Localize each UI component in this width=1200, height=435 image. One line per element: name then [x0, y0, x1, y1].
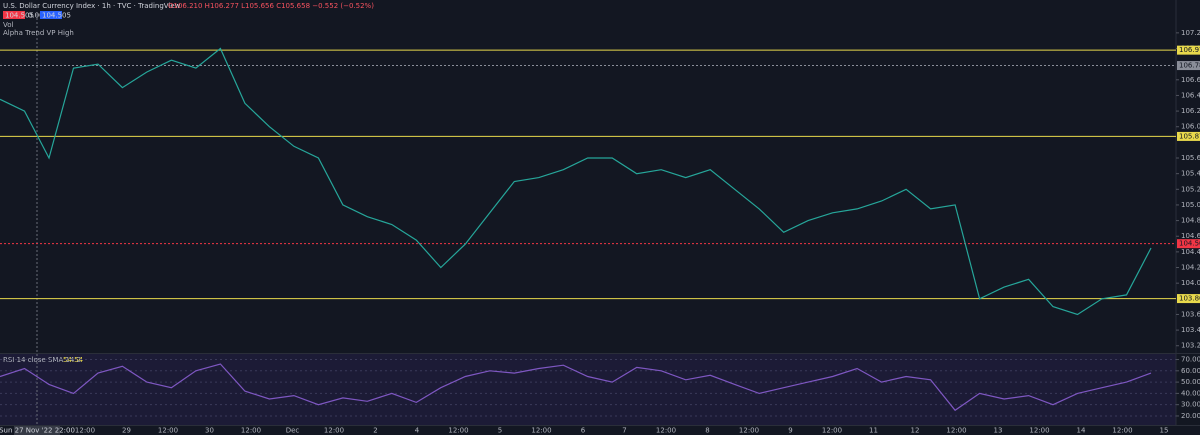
y-tick-label: 107.200	[1181, 29, 1200, 37]
level-badge: 105.876	[1179, 132, 1200, 140]
x-tick-label: 5	[498, 427, 502, 435]
y-tick-label: 60.00	[1181, 367, 1200, 375]
y-tick-label: 104.000	[1181, 279, 1200, 287]
x-tick-label: 8	[705, 427, 709, 435]
level-badge: 106.979	[1179, 46, 1200, 54]
y-tick-label: 104.600	[1181, 232, 1200, 240]
x-tick-label: 13	[994, 427, 1003, 435]
mid-badge: 0.000	[28, 12, 48, 20]
x-tick-label: 12:00	[739, 427, 759, 435]
ohlc: O106.210 H106.277 L105.656 C105.658 −0.5…	[168, 2, 374, 10]
x-tick-label: 12:00	[324, 427, 344, 435]
rsi-pane	[0, 354, 1176, 425]
x-tick-label: 12:00	[448, 427, 468, 435]
y-tick-label: 50.00	[1181, 378, 1200, 386]
x-tick-label: 12:00	[656, 427, 676, 435]
y-tick-label: 104.800	[1181, 217, 1200, 225]
x-tick-label: 12:00	[822, 427, 842, 435]
y-tick-label: 105.400	[1181, 170, 1200, 178]
level-badge-bg	[1177, 61, 1200, 71]
x-tick-label: 12	[911, 427, 920, 435]
sell-badge[interactable]: 104.505	[5, 12, 34, 20]
y-tick-label: 70.00	[1181, 356, 1200, 364]
x-tick-label: 12:00	[241, 427, 261, 435]
indicator-vol[interactable]: Vol	[3, 21, 14, 29]
x-tick-label: 12:00	[1112, 427, 1132, 435]
y-tick-label: 103.200	[1181, 342, 1200, 350]
y-tick-label: 20.00	[1181, 412, 1200, 420]
level-badge: 104.505	[1179, 240, 1200, 248]
x-tick-label: 12:00	[1029, 427, 1049, 435]
indicator-alpha[interactable]: Alpha Trend VP High	[3, 29, 74, 37]
level-badge-bg	[1177, 45, 1200, 55]
x-tick-label: 12:00	[158, 427, 178, 435]
x-tick-label: Dec	[286, 427, 300, 435]
y-tick-label: 40.00	[1181, 389, 1200, 397]
y-tick-label: 103.600	[1181, 310, 1200, 318]
price-line	[0, 363, 1152, 412]
x-tick-label: 11	[869, 427, 878, 435]
x-tick-label: 30	[205, 427, 214, 435]
y-tick-label: 106.000	[1181, 123, 1200, 131]
level-badge: 103.803	[1179, 295, 1200, 303]
x-tick-label: 12:00	[75, 427, 95, 435]
y-tick-label: 106.200	[1181, 107, 1200, 115]
y-tick-label: 104.400	[1181, 248, 1200, 256]
x-tick-label: 14	[1077, 427, 1086, 435]
crosshair-date: Sun 27 Nov '22 22:00	[0, 427, 75, 435]
symbol-title[interactable]: U.S. Dollar Currency Index · 1h · TVC · …	[3, 2, 181, 10]
buy-badge-bg[interactable]	[40, 11, 62, 19]
x-tick-label: 2	[373, 427, 377, 435]
y-tick-label: 106.600	[1181, 76, 1200, 84]
x-tick-label: 7	[622, 427, 626, 435]
y-tick-label: 103.400	[1181, 326, 1200, 334]
y-tick-label: 105.600	[1181, 154, 1200, 162]
y-tick-label: 104.200	[1181, 264, 1200, 272]
x-tick-label: 15	[1160, 427, 1169, 435]
x-tick-label: 4	[415, 427, 420, 435]
level-badge-bg	[1177, 131, 1200, 141]
rsi-value: 54.54	[63, 356, 84, 364]
y-tick-label: 105.200	[1181, 185, 1200, 193]
level-badge-bg	[1177, 239, 1200, 249]
price-line	[0, 47, 1152, 316]
y-tick-label: 105.000	[1181, 201, 1200, 209]
x-tick-label: 29	[122, 427, 131, 435]
y-tick-label: 106.400	[1181, 91, 1200, 99]
level-badge-bg	[1177, 294, 1200, 304]
rsi-title[interactable]: RSI 14 close SMA 14 2	[3, 356, 81, 364]
crosshair-date-bg	[14, 426, 60, 435]
x-tick-label: 12:00	[946, 427, 966, 435]
x-tick-label: 12:00	[531, 427, 551, 435]
x-tick-label: 9	[788, 427, 792, 435]
x-tick-label: 6	[581, 427, 586, 435]
sell-badge-bg[interactable]	[3, 11, 25, 19]
y-tick-label: 30.00	[1181, 401, 1200, 409]
buy-badge[interactable]: 104.505	[42, 12, 71, 20]
level-badge: 106.782	[1179, 62, 1200, 70]
